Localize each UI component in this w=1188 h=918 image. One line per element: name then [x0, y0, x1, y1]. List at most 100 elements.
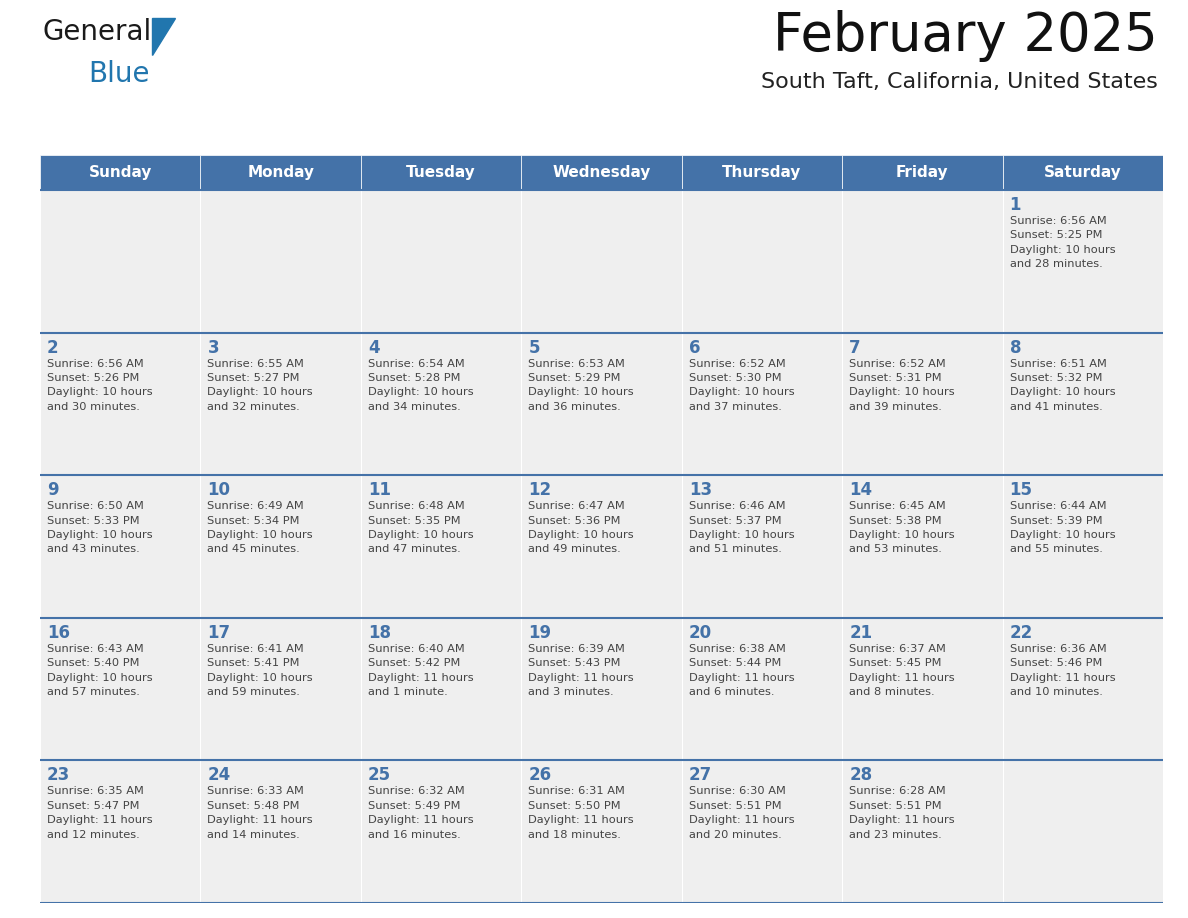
Bar — [842, 332, 1003, 476]
Text: Sunrise: 6:55 AM
Sunset: 5:27 PM
Daylight: 10 hours
and 32 minutes.: Sunrise: 6:55 AM Sunset: 5:27 PM Dayligh… — [208, 359, 314, 412]
Text: Sunrise: 6:47 AM
Sunset: 5:36 PM
Daylight: 10 hours
and 49 minutes.: Sunrise: 6:47 AM Sunset: 5:36 PM Dayligh… — [529, 501, 634, 554]
Text: Sunrise: 6:40 AM
Sunset: 5:42 PM
Daylight: 11 hours
and 1 minute.: Sunrise: 6:40 AM Sunset: 5:42 PM Dayligh… — [368, 644, 474, 697]
Text: Sunrise: 6:56 AM
Sunset: 5:25 PM
Daylight: 10 hours
and 28 minutes.: Sunrise: 6:56 AM Sunset: 5:25 PM Dayligh… — [1010, 216, 1116, 269]
Text: South Taft, California, United States: South Taft, California, United States — [762, 72, 1158, 92]
Text: Sunrise: 6:41 AM
Sunset: 5:41 PM
Daylight: 10 hours
and 59 minutes.: Sunrise: 6:41 AM Sunset: 5:41 PM Dayligh… — [208, 644, 314, 697]
Bar — [682, 190, 842, 332]
Text: Sunrise: 6:54 AM
Sunset: 5:28 PM
Daylight: 10 hours
and 34 minutes.: Sunrise: 6:54 AM Sunset: 5:28 PM Dayligh… — [368, 359, 474, 412]
Bar — [522, 190, 682, 332]
Text: 8: 8 — [1010, 339, 1020, 356]
Bar — [40, 760, 201, 903]
Bar — [1003, 618, 1163, 760]
Bar — [842, 618, 1003, 760]
Bar — [40, 476, 201, 618]
Text: Sunrise: 6:52 AM
Sunset: 5:31 PM
Daylight: 10 hours
and 39 minutes.: Sunrise: 6:52 AM Sunset: 5:31 PM Dayligh… — [849, 359, 955, 412]
Bar — [40, 155, 201, 190]
Bar — [201, 476, 361, 618]
Text: 18: 18 — [368, 624, 391, 642]
Bar — [842, 476, 1003, 618]
Text: 10: 10 — [208, 481, 230, 499]
Text: 6: 6 — [689, 339, 700, 356]
Text: Sunrise: 6:53 AM
Sunset: 5:29 PM
Daylight: 10 hours
and 36 minutes.: Sunrise: 6:53 AM Sunset: 5:29 PM Dayligh… — [529, 359, 634, 412]
Text: Sunrise: 6:52 AM
Sunset: 5:30 PM
Daylight: 10 hours
and 37 minutes.: Sunrise: 6:52 AM Sunset: 5:30 PM Dayligh… — [689, 359, 795, 412]
Bar — [522, 760, 682, 903]
Text: 13: 13 — [689, 481, 712, 499]
Text: Sunrise: 6:28 AM
Sunset: 5:51 PM
Daylight: 11 hours
and 23 minutes.: Sunrise: 6:28 AM Sunset: 5:51 PM Dayligh… — [849, 787, 955, 840]
Text: Sunrise: 6:35 AM
Sunset: 5:47 PM
Daylight: 11 hours
and 12 minutes.: Sunrise: 6:35 AM Sunset: 5:47 PM Dayligh… — [48, 787, 152, 840]
Text: Monday: Monday — [247, 165, 314, 180]
Text: 26: 26 — [529, 767, 551, 784]
Bar — [40, 618, 201, 760]
Bar — [682, 155, 842, 190]
Bar — [361, 618, 522, 760]
Text: 22: 22 — [1010, 624, 1032, 642]
Bar — [682, 476, 842, 618]
Bar — [842, 760, 1003, 903]
Text: Sunrise: 6:48 AM
Sunset: 5:35 PM
Daylight: 10 hours
and 47 minutes.: Sunrise: 6:48 AM Sunset: 5:35 PM Dayligh… — [368, 501, 474, 554]
Bar — [1003, 760, 1163, 903]
Bar — [201, 190, 361, 332]
Bar — [201, 760, 361, 903]
Text: Sunrise: 6:56 AM
Sunset: 5:26 PM
Daylight: 10 hours
and 30 minutes.: Sunrise: 6:56 AM Sunset: 5:26 PM Dayligh… — [48, 359, 152, 412]
Text: 1: 1 — [1010, 196, 1020, 214]
Text: Thursday: Thursday — [722, 165, 802, 180]
Bar — [1003, 190, 1163, 332]
Text: Sunrise: 6:46 AM
Sunset: 5:37 PM
Daylight: 10 hours
and 51 minutes.: Sunrise: 6:46 AM Sunset: 5:37 PM Dayligh… — [689, 501, 795, 554]
Bar — [201, 332, 361, 476]
Bar — [842, 190, 1003, 332]
Text: 19: 19 — [529, 624, 551, 642]
Bar — [361, 155, 522, 190]
Text: Sunrise: 6:43 AM
Sunset: 5:40 PM
Daylight: 10 hours
and 57 minutes.: Sunrise: 6:43 AM Sunset: 5:40 PM Dayligh… — [48, 644, 152, 697]
Text: 9: 9 — [48, 481, 58, 499]
Bar — [361, 332, 522, 476]
Text: 3: 3 — [208, 339, 219, 356]
Bar — [682, 618, 842, 760]
Text: 27: 27 — [689, 767, 712, 784]
Text: Blue: Blue — [88, 60, 150, 88]
Bar — [842, 155, 1003, 190]
Text: February 2025: February 2025 — [773, 10, 1158, 62]
Text: 25: 25 — [368, 767, 391, 784]
Text: Sunrise: 6:36 AM
Sunset: 5:46 PM
Daylight: 11 hours
and 10 minutes.: Sunrise: 6:36 AM Sunset: 5:46 PM Dayligh… — [1010, 644, 1116, 697]
Text: 11: 11 — [368, 481, 391, 499]
Text: 12: 12 — [529, 481, 551, 499]
Text: 5: 5 — [529, 339, 539, 356]
Polygon shape — [152, 18, 175, 55]
Bar — [361, 476, 522, 618]
Text: Sunrise: 6:37 AM
Sunset: 5:45 PM
Daylight: 11 hours
and 8 minutes.: Sunrise: 6:37 AM Sunset: 5:45 PM Dayligh… — [849, 644, 955, 697]
Text: 15: 15 — [1010, 481, 1032, 499]
Bar — [1003, 332, 1163, 476]
Text: 16: 16 — [48, 624, 70, 642]
Text: Wednesday: Wednesday — [552, 165, 651, 180]
Text: 23: 23 — [48, 767, 70, 784]
Bar — [40, 190, 201, 332]
Text: 2: 2 — [48, 339, 58, 356]
Text: 4: 4 — [368, 339, 379, 356]
Text: 24: 24 — [208, 767, 230, 784]
Text: Sunrise: 6:51 AM
Sunset: 5:32 PM
Daylight: 10 hours
and 41 minutes.: Sunrise: 6:51 AM Sunset: 5:32 PM Dayligh… — [1010, 359, 1116, 412]
Text: Sunrise: 6:50 AM
Sunset: 5:33 PM
Daylight: 10 hours
and 43 minutes.: Sunrise: 6:50 AM Sunset: 5:33 PM Dayligh… — [48, 501, 152, 554]
Text: 7: 7 — [849, 339, 861, 356]
Bar — [361, 760, 522, 903]
Bar — [201, 155, 361, 190]
Bar — [682, 760, 842, 903]
Bar — [1003, 155, 1163, 190]
Text: 20: 20 — [689, 624, 712, 642]
Bar — [201, 618, 361, 760]
Bar — [522, 476, 682, 618]
Text: 28: 28 — [849, 767, 872, 784]
Text: General: General — [42, 18, 151, 46]
Bar — [522, 155, 682, 190]
Bar — [522, 618, 682, 760]
Text: Sunrise: 6:30 AM
Sunset: 5:51 PM
Daylight: 11 hours
and 20 minutes.: Sunrise: 6:30 AM Sunset: 5:51 PM Dayligh… — [689, 787, 795, 840]
Text: Sunrise: 6:49 AM
Sunset: 5:34 PM
Daylight: 10 hours
and 45 minutes.: Sunrise: 6:49 AM Sunset: 5:34 PM Dayligh… — [208, 501, 314, 554]
Text: 21: 21 — [849, 624, 872, 642]
Text: Sunrise: 6:32 AM
Sunset: 5:49 PM
Daylight: 11 hours
and 16 minutes.: Sunrise: 6:32 AM Sunset: 5:49 PM Dayligh… — [368, 787, 474, 840]
Text: Tuesday: Tuesday — [406, 165, 476, 180]
Text: Sunrise: 6:39 AM
Sunset: 5:43 PM
Daylight: 11 hours
and 3 minutes.: Sunrise: 6:39 AM Sunset: 5:43 PM Dayligh… — [529, 644, 634, 697]
Bar — [40, 332, 201, 476]
Text: Sunday: Sunday — [89, 165, 152, 180]
Text: Sunrise: 6:38 AM
Sunset: 5:44 PM
Daylight: 11 hours
and 6 minutes.: Sunrise: 6:38 AM Sunset: 5:44 PM Dayligh… — [689, 644, 795, 697]
Text: Friday: Friday — [896, 165, 949, 180]
Text: Sunrise: 6:45 AM
Sunset: 5:38 PM
Daylight: 10 hours
and 53 minutes.: Sunrise: 6:45 AM Sunset: 5:38 PM Dayligh… — [849, 501, 955, 554]
